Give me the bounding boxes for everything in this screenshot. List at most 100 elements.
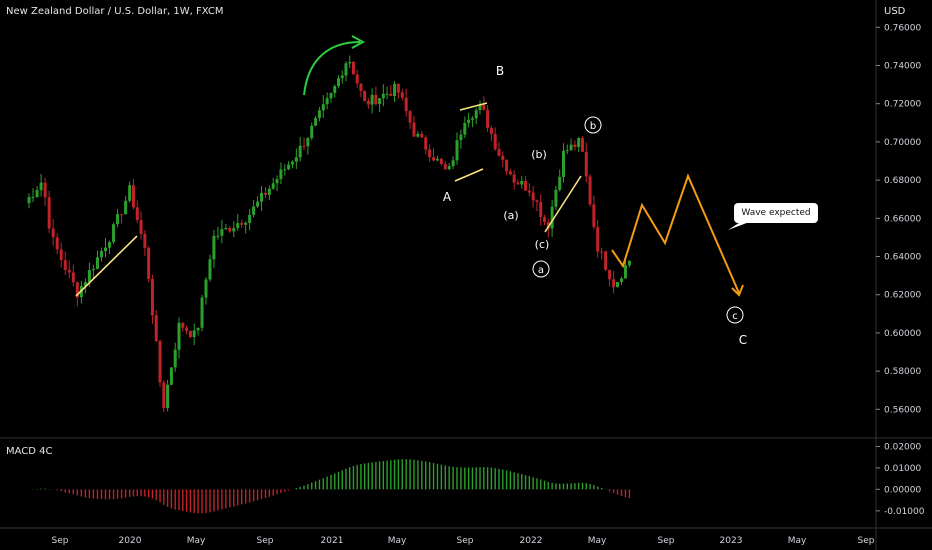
candle-body bbox=[505, 159, 509, 172]
candle-body bbox=[310, 125, 314, 139]
candle-body bbox=[435, 158, 439, 161]
candle-body bbox=[604, 251, 608, 270]
yellow-trendline bbox=[75, 235, 138, 297]
candle-body bbox=[232, 228, 236, 232]
candle-body bbox=[240, 223, 244, 225]
candle-body bbox=[608, 269, 612, 280]
candle-body bbox=[535, 200, 539, 202]
candle-body bbox=[619, 278, 623, 282]
candle-body bbox=[516, 182, 520, 185]
candle-body bbox=[482, 104, 486, 110]
candle-body bbox=[120, 214, 124, 216]
time-tick-label: Sep bbox=[257, 536, 274, 546]
candle-body bbox=[55, 237, 59, 250]
time-tick-label: Sep bbox=[52, 536, 69, 546]
candle-body bbox=[543, 216, 547, 223]
candle-body bbox=[539, 201, 543, 217]
candle-body bbox=[204, 279, 208, 298]
price-tick-label: 0.62000 bbox=[884, 291, 921, 301]
candle-body bbox=[474, 110, 478, 119]
candle-body bbox=[294, 157, 298, 162]
candle-body bbox=[340, 75, 344, 79]
candle-body bbox=[185, 327, 189, 331]
price-tick-label: 0.76000 bbox=[884, 23, 921, 33]
label-C: C bbox=[739, 333, 747, 347]
macd-tick-label: -0.01000 bbox=[884, 507, 925, 517]
arrow-head bbox=[351, 35, 366, 49]
candle-body bbox=[424, 137, 428, 150]
wave-expected-callout[interactable]: Wave expected bbox=[734, 203, 818, 223]
candle-body bbox=[51, 228, 55, 238]
candle-body bbox=[99, 251, 103, 258]
candle-body bbox=[443, 163, 447, 170]
candle-body bbox=[154, 315, 158, 342]
label-a-paren: (a) bbox=[503, 209, 518, 222]
candle-body bbox=[131, 185, 135, 208]
candle-body bbox=[412, 122, 416, 137]
candle-body bbox=[508, 171, 512, 175]
candle-body bbox=[359, 83, 363, 92]
projection-path bbox=[611, 173, 740, 294]
candle-body bbox=[351, 61, 355, 75]
candle-body bbox=[596, 227, 600, 252]
candle-body bbox=[565, 150, 569, 152]
candle-body bbox=[524, 180, 528, 191]
candle-body bbox=[298, 145, 302, 158]
candle-body bbox=[224, 227, 228, 230]
candle-body bbox=[467, 119, 471, 123]
price-tick-label: 0.74000 bbox=[884, 61, 921, 71]
candle-body bbox=[39, 182, 43, 191]
candle-body bbox=[463, 122, 467, 135]
time-tick-label: Sep bbox=[658, 536, 675, 546]
candle-body bbox=[393, 83, 397, 97]
candle-body bbox=[35, 190, 39, 197]
time-tick-label: 2022 bbox=[520, 536, 543, 546]
candle-body bbox=[348, 61, 352, 64]
candle-body bbox=[150, 278, 154, 316]
label-A: A bbox=[443, 190, 452, 204]
candle-body bbox=[554, 189, 558, 207]
time-tick-label: May bbox=[388, 536, 407, 546]
candle-body bbox=[236, 223, 240, 229]
candle-body bbox=[531, 192, 535, 201]
label-b-paren: (b) bbox=[531, 148, 547, 161]
price-tick-label: 0.72000 bbox=[884, 100, 921, 110]
candle-body bbox=[325, 98, 329, 105]
candle-body bbox=[279, 169, 283, 180]
candle-body bbox=[200, 297, 204, 328]
macd-tick-label: 0.01000 bbox=[884, 464, 921, 474]
candle-body bbox=[366, 100, 370, 105]
candle-body bbox=[344, 63, 348, 76]
candle-body bbox=[43, 182, 47, 198]
candle-body bbox=[381, 93, 385, 99]
candle-body bbox=[455, 140, 459, 161]
candle-body bbox=[612, 279, 616, 288]
label-B: B bbox=[496, 64, 504, 78]
candle-body bbox=[385, 93, 389, 95]
candle-body bbox=[584, 151, 588, 177]
candle-body bbox=[169, 367, 173, 385]
candle-body bbox=[143, 233, 147, 248]
circle-c-marker bbox=[726, 306, 744, 324]
candle-body bbox=[588, 176, 592, 205]
macd-tick-label: 0.02000 bbox=[884, 442, 921, 452]
candle-body bbox=[181, 322, 185, 328]
candle-body bbox=[337, 78, 340, 87]
price-tick-label: 0.64000 bbox=[884, 253, 921, 263]
candle-body bbox=[489, 127, 493, 134]
candle-body bbox=[329, 93, 333, 99]
time-tick-label: 2021 bbox=[321, 536, 344, 546]
candle-body bbox=[451, 160, 455, 167]
candle-body bbox=[216, 235, 220, 237]
time-tick-label: 2023 bbox=[720, 536, 743, 546]
candle-body bbox=[244, 222, 248, 225]
candle-body bbox=[248, 214, 252, 223]
label-circle-a: a bbox=[538, 265, 544, 276]
candle-body bbox=[116, 214, 120, 225]
candle-body bbox=[75, 282, 79, 298]
candle-body bbox=[408, 111, 412, 123]
candle-body bbox=[321, 104, 325, 111]
candle-body bbox=[577, 138, 581, 148]
projection-arrow-head bbox=[731, 284, 744, 297]
